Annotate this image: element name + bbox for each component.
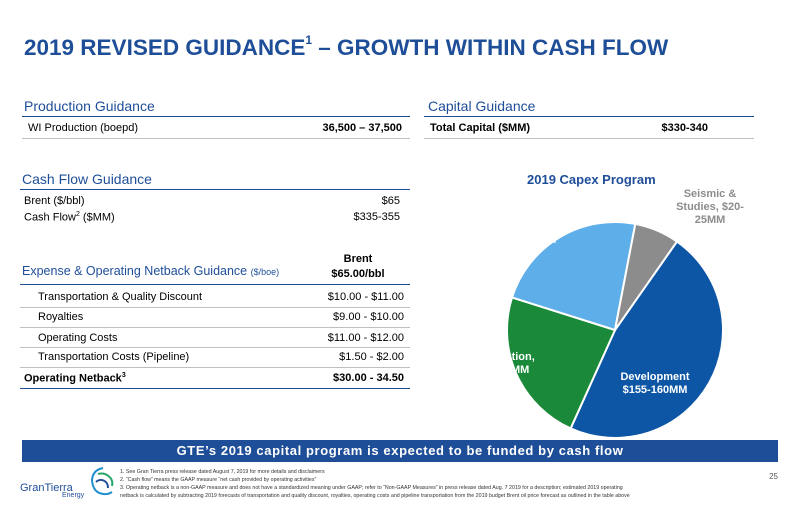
capital-rule	[424, 116, 754, 117]
pie-label-facilities: Facilities, $75-80MM	[504, 221, 557, 246]
expense-row-label: Operating Costs	[38, 332, 118, 344]
capital-guidance-heading: Capital Guidance	[428, 98, 536, 114]
pie-slice-seismic-studies	[614, 222, 679, 331]
production-value: 36,500 – 37,500	[322, 122, 402, 134]
cashflow-cashflow-label: Cash Flow2 ($MM)	[24, 211, 115, 224]
cashflow-cashflow-value: $335-355	[353, 211, 401, 223]
expense-row-value: $10.00 - $11.00	[327, 291, 404, 303]
pie-label-development: Development $155-160MM	[620, 371, 689, 396]
expense-bottom-rule	[20, 388, 410, 389]
cashflow-brent-label: Brent ($/bbl)	[24, 195, 85, 207]
logo-subtext: Energy	[62, 492, 85, 499]
pie-slice-development	[569, 240, 724, 439]
expense-row-label: Transportation & Quality Discount	[38, 291, 203, 303]
pie-label-exploration: Exploration, $75-80MM	[471, 351, 535, 376]
expense-row-value: $9.00 - $10.00	[333, 311, 404, 323]
pie-slice-exploration	[506, 296, 617, 430]
production-rule	[22, 116, 410, 117]
capital-label: Total Capital ($MM)	[430, 122, 531, 134]
capital-value: $330-340	[661, 122, 709, 134]
pie-slice-facilities	[510, 221, 637, 332]
cashflow-guidance-heading: Cash Flow Guidance	[22, 171, 152, 187]
logo-wordmark: GranTierra	[20, 482, 73, 494]
expense-rule	[20, 284, 410, 285]
expense-row-divider	[20, 367, 410, 368]
expense-row-divider	[20, 307, 410, 308]
cashflow-rule	[20, 189, 410, 190]
operating-netback-label: Operating Netback3	[24, 372, 126, 385]
footnote: 2. “Cash flow” means the GAAP measure “n…	[120, 477, 317, 483]
capital-bottom-rule	[424, 138, 754, 139]
expense-row-label: Royalties	[38, 311, 84, 323]
expense-row-divider	[20, 327, 410, 328]
expense-row-value: $1.50 - $2.00	[339, 351, 404, 363]
production-guidance-heading: Production Guidance	[24, 98, 155, 114]
page-title: 2019 REVISED GUIDANCE1 – GROWTH WITHIN C…	[24, 33, 669, 60]
expense-row-divider	[20, 347, 410, 348]
footnote: 3. Operating netback is a non-GAAP measu…	[120, 485, 623, 491]
page-number: 25	[769, 472, 778, 481]
capex-pie-chart: Development $155-160MM Exploration, $75-80M…	[471, 188, 744, 439]
footnote: netback is calculated by subtracting 201…	[120, 493, 630, 499]
production-bottom-rule	[22, 138, 410, 139]
expense-row-label: Transportation Costs (Pipeline)	[38, 351, 190, 363]
footnote: 1. See Gran Tierra press release dated A…	[120, 469, 325, 475]
production-label: WI Production (boepd)	[28, 122, 139, 134]
expense-row-value: $11.00 - $12.00	[327, 332, 404, 344]
operating-netback-value: $30.00 - 34.50	[333, 372, 404, 384]
pie-chart-title: 2019 Capex Program	[527, 172, 656, 187]
expense-heading: Expense & Operating Netback Guidance ($/…	[22, 264, 280, 278]
gran-tierra-logo-mark	[91, 467, 114, 496]
pie-label-seismic-studies: Seismic & Studies, $20-25MM	[676, 188, 744, 226]
funding-banner: GTE’s 2019 capital program is expected t…	[22, 440, 778, 462]
expense-column-header: Brent $65.00/bbl	[331, 253, 385, 280]
cashflow-brent-value: $65	[381, 195, 400, 207]
